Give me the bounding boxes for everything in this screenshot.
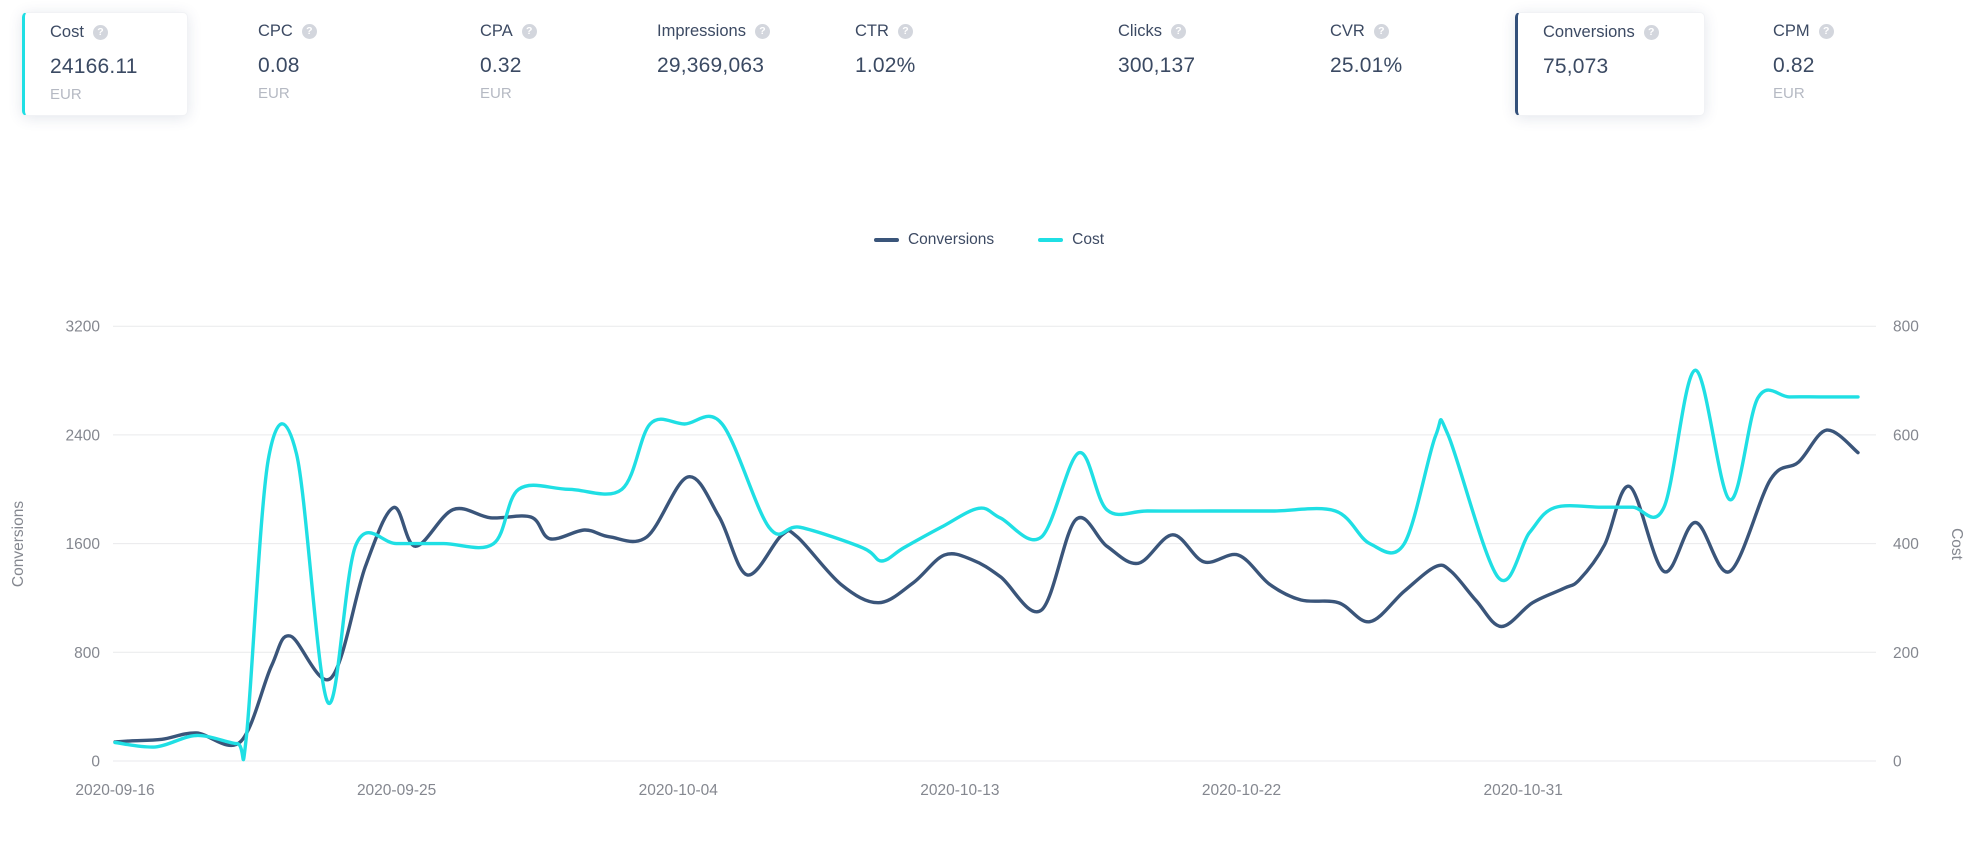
svg-text:600: 600 — [1893, 427, 1919, 444]
help-icon[interactable]: ? — [1643, 25, 1659, 40]
metric-cpa[interactable]: CPA? 0.32 EUR — [480, 12, 537, 102]
metric-label: CVR — [1330, 22, 1365, 40]
chart-legend: Conversions Cost — [0, 231, 1978, 249]
metric-cost[interactable]: Cost? 24166.11 EUR — [22, 12, 188, 116]
metric-label: CPA — [480, 22, 513, 40]
legend-item-conversions[interactable]: Conversions — [873, 231, 995, 249]
metric-label: CPC — [258, 22, 293, 40]
metric-clicks[interactable]: Clicks? 300,137 — [1118, 12, 1195, 78]
svg-text:2400: 2400 — [66, 427, 101, 444]
svg-text:Cost: Cost — [1948, 528, 1965, 561]
svg-text:2020-10-04: 2020-10-04 — [639, 782, 719, 799]
svg-text:0: 0 — [91, 754, 100, 771]
metric-unit: EUR — [50, 86, 82, 103]
legend-item-cost[interactable]: Cost — [1038, 231, 1104, 249]
metric-value: 0.08 — [258, 54, 300, 77]
svg-text:800: 800 — [1893, 319, 1919, 336]
legend-marker-cost — [1038, 238, 1064, 242]
metric-value: 0.82 — [1773, 54, 1815, 77]
metric-conversions[interactable]: Conversions? 75,073 — [1515, 12, 1705, 116]
metric-label: Conversions — [1543, 23, 1635, 41]
help-icon[interactable]: ? — [521, 24, 537, 39]
svg-text:2020-10-22: 2020-10-22 — [1202, 782, 1281, 799]
help-icon[interactable]: ? — [754, 24, 770, 39]
metric-value: 75,073 — [1543, 55, 1609, 78]
metric-cpm[interactable]: CPM? 0.82 EUR — [1773, 12, 1834, 102]
svg-text:Conversions: Conversions — [10, 501, 27, 587]
help-icon[interactable]: ? — [92, 25, 108, 40]
svg-text:2020-10-13: 2020-10-13 — [920, 782, 999, 799]
svg-text:1600: 1600 — [66, 536, 101, 553]
svg-text:3200: 3200 — [66, 319, 101, 336]
metric-label: Impressions — [657, 22, 746, 40]
metric-ctr[interactable]: CTR? 1.02% — [855, 12, 916, 78]
metric-value: 24166.11 — [50, 55, 138, 78]
help-icon[interactable]: ? — [1373, 24, 1389, 39]
svg-text:2020-09-25: 2020-09-25 — [357, 782, 436, 799]
metric-label: CTR — [855, 22, 889, 40]
help-icon[interactable]: ? — [301, 24, 317, 39]
metric-label: Cost — [50, 23, 84, 41]
metric-value: 1.02% — [855, 54, 916, 77]
svg-text:0: 0 — [1893, 754, 1902, 771]
help-icon[interactable]: ? — [1171, 24, 1186, 39]
metric-cpc[interactable]: CPC? 0.08 EUR — [258, 12, 317, 102]
help-icon[interactable]: ? — [1818, 24, 1834, 39]
metric-unit: EUR — [1773, 85, 1805, 102]
legend-label: Cost — [1072, 231, 1105, 248]
svg-text:2020-09-16: 2020-09-16 — [75, 782, 154, 799]
metric-unit: EUR — [480, 85, 512, 102]
metric-label: CPM — [1773, 22, 1810, 40]
metric-value: 0.32 — [480, 54, 522, 77]
metric-impressions[interactable]: Impressions? 29,369,063 — [657, 12, 770, 78]
legend-label: Conversions — [907, 231, 995, 248]
svg-text:2020-10-31: 2020-10-31 — [1484, 782, 1563, 799]
metric-unit: EUR — [258, 85, 290, 102]
metric-value: 29,369,063 — [657, 54, 765, 77]
metric-label: Clicks — [1118, 22, 1162, 40]
help-icon[interactable]: ? — [897, 24, 913, 39]
svg-text:400: 400 — [1893, 536, 1919, 553]
metric-cvr[interactable]: CVR? 25.01% — [1330, 12, 1402, 78]
metric-value: 300,137 — [1118, 54, 1196, 77]
legend-marker-conversions — [873, 238, 899, 242]
svg-text:200: 200 — [1893, 645, 1919, 662]
metric-value: 25.01% — [1330, 54, 1403, 77]
svg-text:800: 800 — [74, 645, 100, 662]
